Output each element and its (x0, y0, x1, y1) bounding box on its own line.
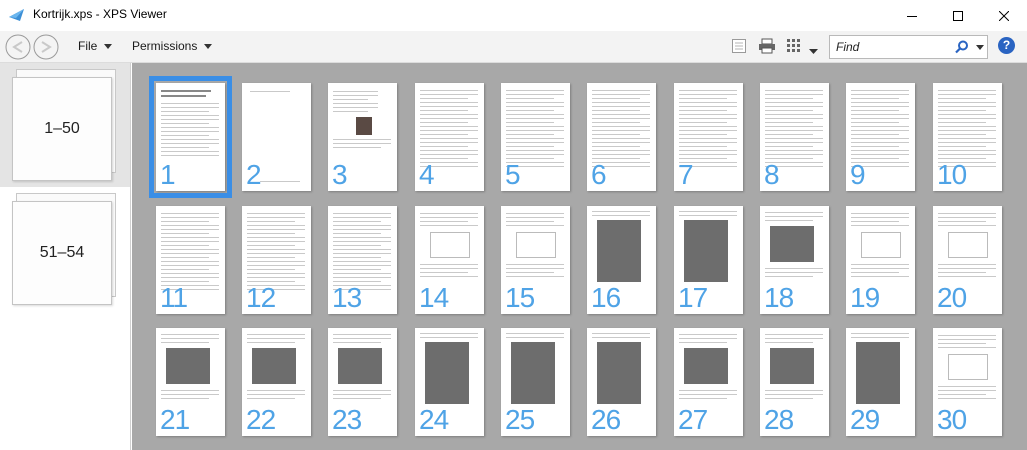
chevron-down-icon (104, 43, 113, 49)
page-number-label: 21 (160, 404, 190, 435)
find-input[interactable] (836, 39, 946, 55)
page-thumbnail[interactable]: 3 (328, 83, 397, 191)
page-number-label: 29 (850, 404, 880, 435)
page-number-label: 19 (850, 282, 880, 313)
page-number-label: 23 (332, 404, 362, 435)
page-thumbnail[interactable]: 13 (328, 206, 397, 314)
page-thumbnail[interactable]: 22 (242, 328, 311, 436)
search-icon[interactable] (955, 40, 969, 57)
page-number-label: 3 (332, 159, 348, 190)
page-number-label: 22 (246, 404, 276, 435)
page-number-label: 20 (937, 282, 967, 313)
page-number-label: 2 (246, 159, 262, 190)
page-thumbnail[interactable]: 26 (587, 328, 656, 436)
page-number-label: 26 (591, 404, 621, 435)
page-thumbnail[interactable]: 5 (501, 83, 570, 191)
title-bar: Kortrijk.xps - XPS Viewer (0, 0, 1027, 31)
find-box (829, 35, 988, 59)
page-thumbnail[interactable]: 4 (415, 83, 484, 191)
page-number-label: 12 (246, 282, 276, 313)
page-thumbnail[interactable]: 29 (846, 328, 915, 436)
page-thumbnail[interactable]: 30 (933, 328, 1002, 436)
find-options-chevron-icon[interactable] (976, 45, 984, 50)
page-number-label: 28 (764, 404, 794, 435)
chevron-down-icon (204, 43, 213, 49)
page-thumbnail[interactable]: 28 (760, 328, 829, 436)
page-number-label: 6 (591, 159, 607, 190)
page-thumbnail[interactable]: 23 (328, 328, 397, 436)
page-number-label: 8 (764, 159, 780, 190)
page-thumbnail[interactable]: 6 (587, 83, 656, 191)
page-thumbnail[interactable]: 1 (149, 76, 232, 198)
page-thumbnail[interactable]: 12 (242, 206, 311, 314)
page-number-label: 25 (505, 404, 535, 435)
page-range-item[interactable]: 1–50 (0, 63, 130, 187)
page-thumbnail[interactable]: 27 (674, 328, 743, 436)
page-thumbnail[interactable]: 24 (415, 328, 484, 436)
page-thumbnail[interactable]: 25 (501, 328, 570, 436)
xps-viewer-app-icon (9, 8, 25, 25)
file-menu-label: File (78, 39, 98, 53)
page-thumbnail[interactable]: 8 (760, 83, 829, 191)
maximize-button[interactable] (935, 0, 981, 31)
close-button[interactable] (981, 0, 1027, 31)
forward-icon[interactable] (33, 34, 59, 60)
page-number-label: 13 (332, 282, 362, 313)
page-thumbnail[interactable]: 18 (760, 206, 829, 314)
permissions-menu[interactable]: Permissions (132, 39, 213, 53)
page-number-label: 18 (764, 282, 794, 313)
print-icon[interactable] (758, 38, 776, 57)
permissions-menu-label: Permissions (132, 39, 198, 53)
page-number-label: 16 (591, 282, 621, 313)
minimize-button[interactable] (889, 0, 935, 31)
page-number-label: 14 (419, 282, 449, 313)
page-number-label: 30 (937, 404, 967, 435)
page-thumbnail[interactable]: 9 (846, 83, 915, 191)
layout-dropdown-chevron-icon[interactable] (809, 44, 818, 58)
page-thumbnail[interactable]: 7 (674, 83, 743, 191)
page-number-label: 15 (505, 282, 535, 313)
thumbnail-grid: 1 2 3 4 5 6 7 8 9 10 11 12 13 14 15 16 17 18 19 20 21 22 23 24 2… (132, 63, 1027, 450)
page-thumbnail[interactable]: 20 (933, 206, 1002, 314)
page-thumbnail[interactable]: 2 (242, 83, 311, 191)
page-thumbnail[interactable]: 19 (846, 206, 915, 314)
toolbar: File Permissions ? (0, 31, 1027, 63)
page-number-label: 24 (419, 404, 449, 435)
page-thumbnail[interactable]: 10 (933, 83, 1002, 191)
back-icon[interactable] (5, 34, 31, 60)
page-thumbnail[interactable]: 11 (156, 206, 225, 314)
page-range-label: 1–50 (44, 120, 80, 137)
page-thumbnail[interactable]: 15 (501, 206, 570, 314)
file-menu[interactable]: File (78, 39, 113, 53)
page-number-label: 1 (160, 159, 176, 190)
page-thumbnail[interactable]: 16 (587, 206, 656, 314)
page-number-label: 5 (505, 159, 521, 190)
page-thumbnail[interactable]: 14 (415, 206, 484, 314)
page-stack-icon: 1–50 (12, 69, 116, 181)
help-icon[interactable]: ? (998, 37, 1015, 54)
page-layout-grid-icon[interactable] (786, 38, 802, 57)
page-number-label: 9 (850, 159, 866, 190)
page-range-sidebar: 1–50 51–54 (0, 63, 131, 450)
window-title: Kortrijk.xps - XPS Viewer (33, 7, 167, 21)
page-number-label: 4 (419, 159, 435, 190)
page-thumbnail[interactable]: 21 (156, 328, 225, 436)
navigation-buttons (4, 33, 62, 64)
page-range-label: 51–54 (39, 244, 85, 261)
page-thumbnail[interactable]: 17 (674, 206, 743, 314)
page-range-item[interactable]: 51–54 (0, 187, 130, 311)
page-number-label: 11 (160, 282, 188, 313)
page-stack-icon: 51–54 (12, 193, 116, 305)
outline-pane-icon[interactable] (731, 38, 747, 57)
page-number-label: 7 (678, 159, 694, 190)
page-number-label: 17 (678, 282, 708, 313)
page-number-label: 10 (937, 159, 967, 190)
page-number-label: 27 (678, 404, 708, 435)
